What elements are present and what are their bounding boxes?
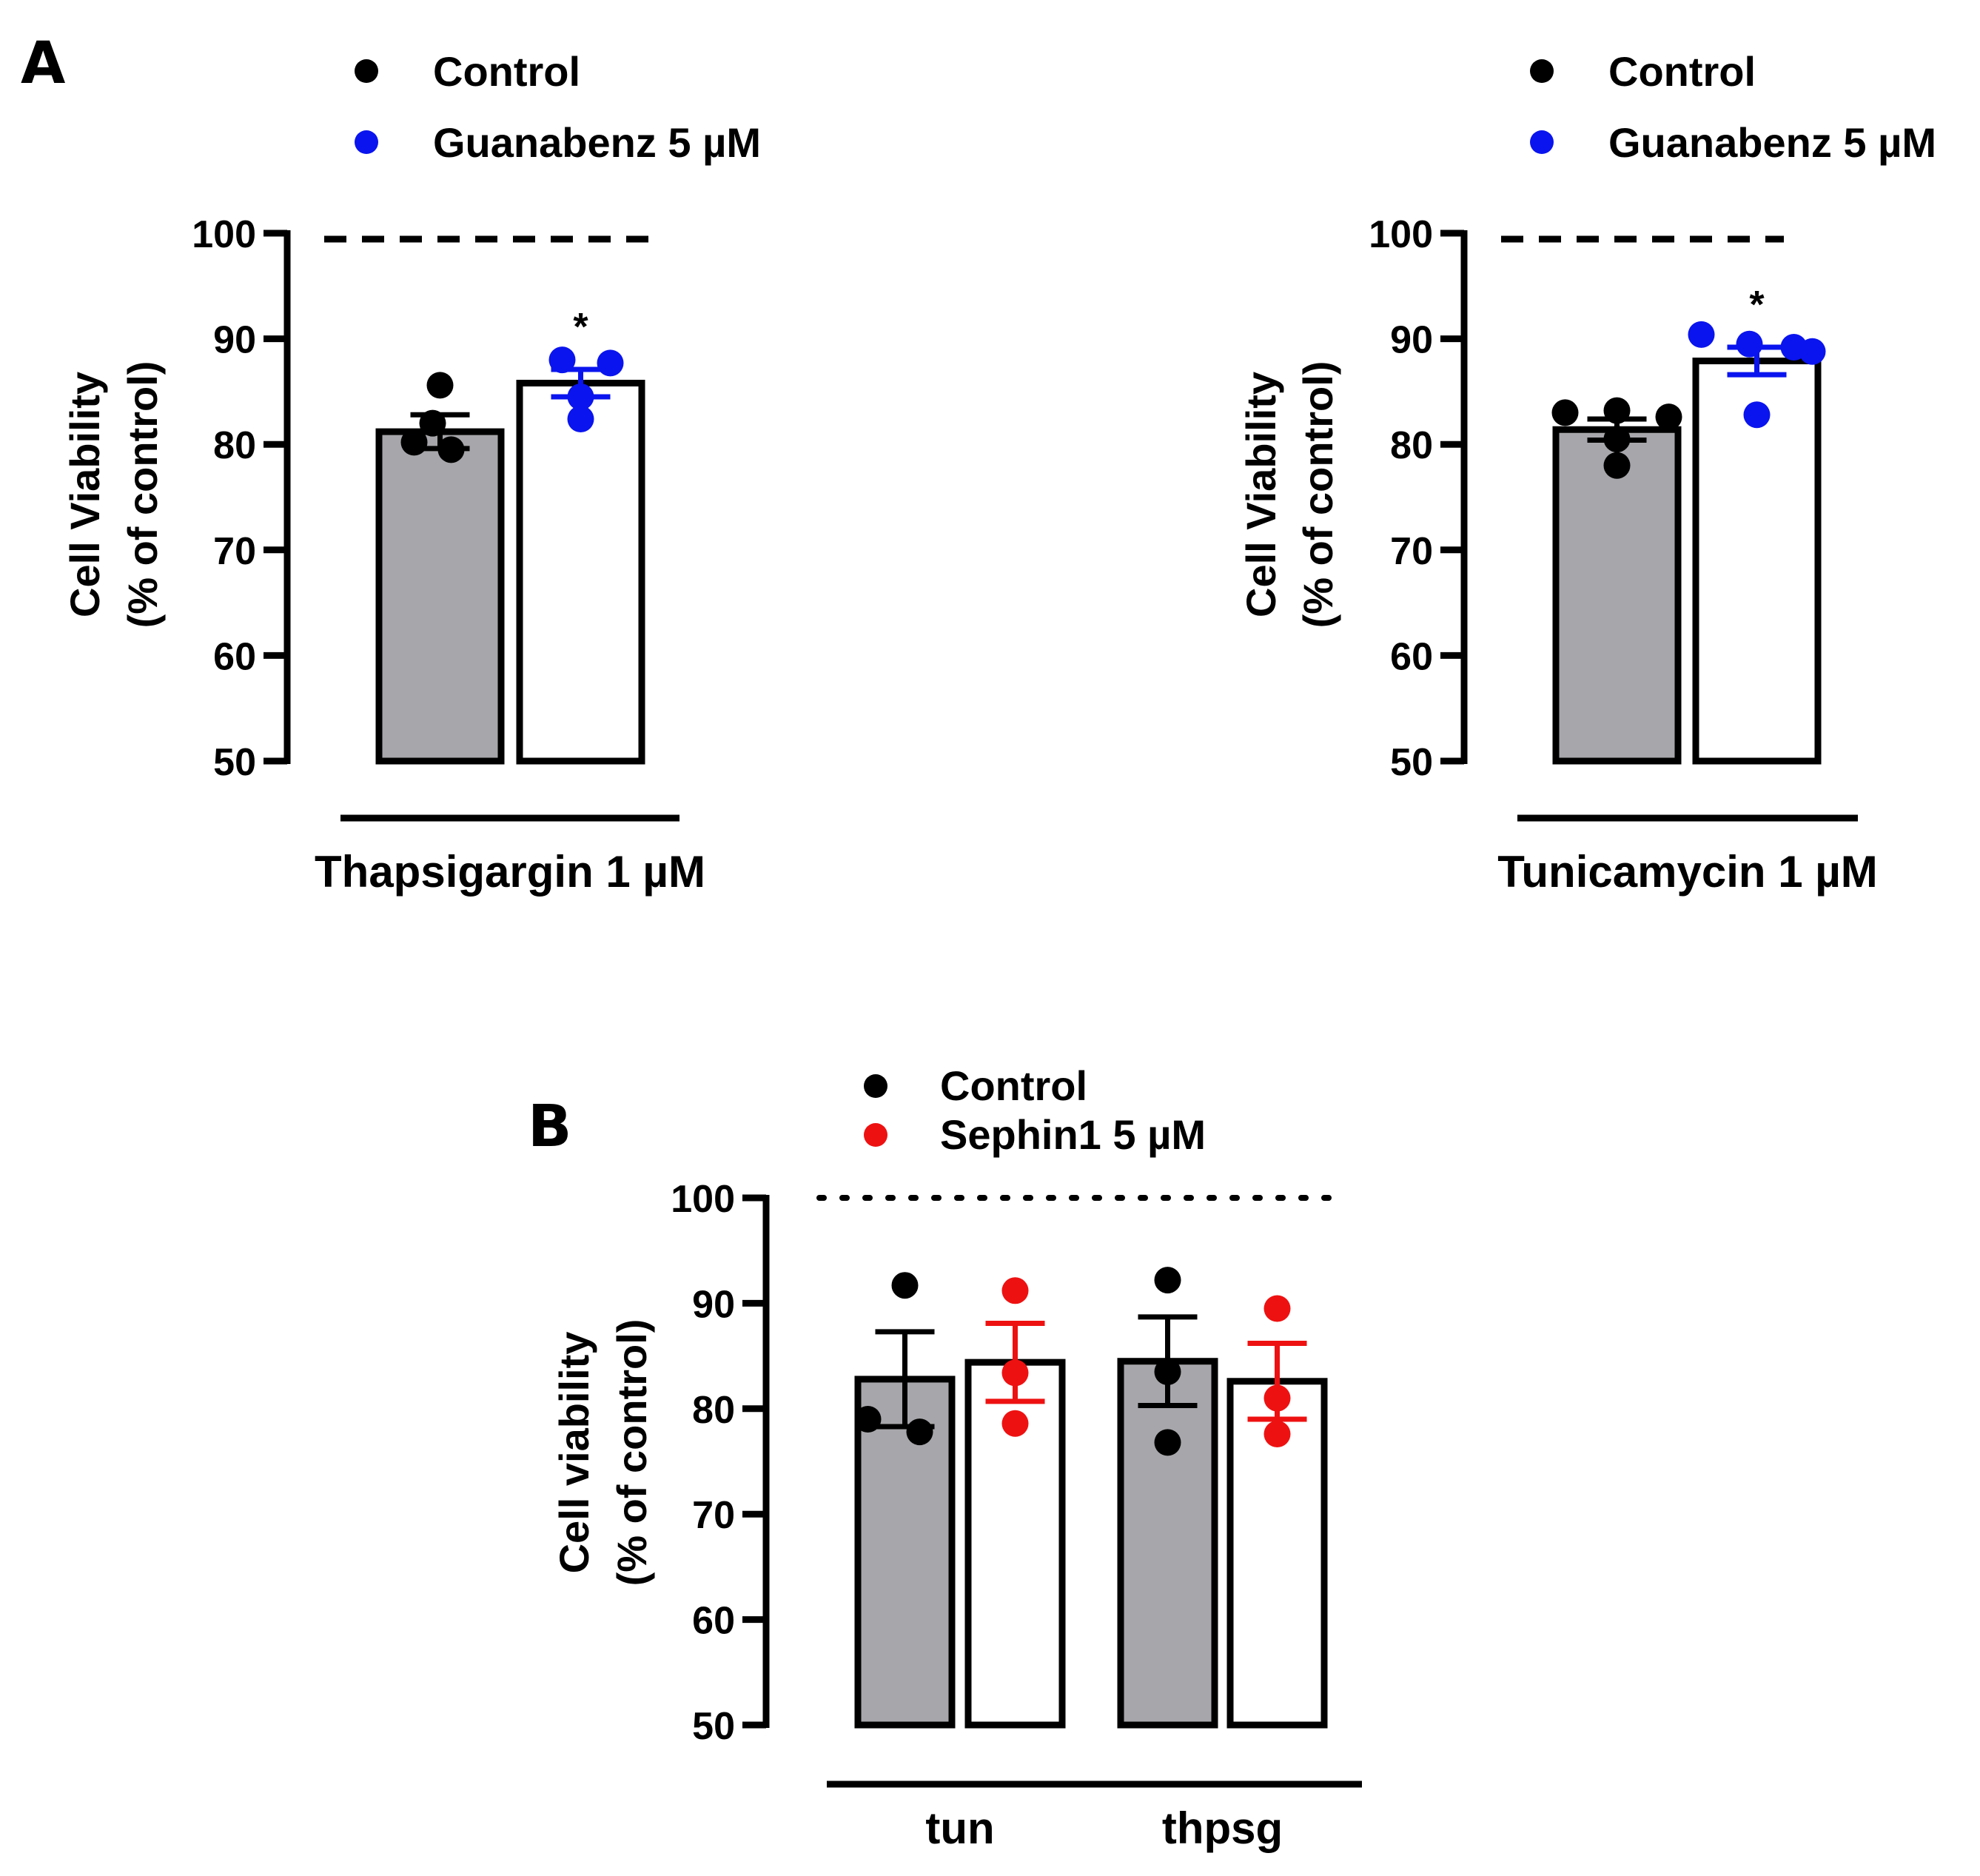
panel-label-b: B <box>528 1093 571 1160</box>
y-tick-label: 50 <box>692 1705 735 1748</box>
bar <box>516 379 645 765</box>
bar <box>375 428 505 765</box>
y-tick-label: 50 <box>1390 741 1433 784</box>
y-axis-label: Cell viability <box>551 1332 597 1574</box>
data-point <box>1001 1410 1029 1437</box>
y-tick-label: 70 <box>213 530 256 573</box>
y-axis-label: Cell Viability <box>1238 372 1284 617</box>
y-tick-label: 50 <box>213 741 256 784</box>
y-tick-label: 80 <box>1390 424 1433 467</box>
legend-marker-sephin1 <box>864 1123 887 1147</box>
chart-a-left: Control Guanabenz 5 µM 50 60 70 80 90 100 Cell V… <box>61 48 761 897</box>
y-tick-label: 100 <box>1369 213 1433 256</box>
legend-marker-guanabenz <box>355 130 378 154</box>
y-tick-label: 100 <box>671 1178 735 1221</box>
legend-label-sephin1: Sephin1 5 µM <box>940 1111 1206 1158</box>
legend-marker-guanabenz <box>1530 130 1554 154</box>
y-tick-label: 90 <box>692 1283 735 1326</box>
legend-label-control: Control <box>940 1062 1087 1109</box>
y-tick-label: 70 <box>1390 530 1433 573</box>
y-tick-label: 100 <box>192 213 256 256</box>
legend-marker-control <box>864 1074 887 1098</box>
y-axis-label: (% of control) <box>1295 361 1341 629</box>
legend-label-control: Control <box>433 48 580 95</box>
bar <box>1117 1358 1218 1729</box>
data-point <box>1799 338 1826 365</box>
y-axis-label: (% of control) <box>119 361 166 629</box>
data-point <box>548 346 576 374</box>
y-tick-label: 60 <box>213 635 256 678</box>
y-axis-label: Cell Viability <box>61 372 108 617</box>
legend-label-guanabenz: Guanabenz 5 µM <box>433 119 761 166</box>
bar <box>1552 426 1682 765</box>
y-tick-label: 90 <box>1390 319 1433 362</box>
data-point <box>1551 399 1579 426</box>
y-tick-label: 60 <box>1390 635 1433 678</box>
data-point <box>1655 403 1682 431</box>
legend-marker-control <box>1530 59 1554 83</box>
legend-marker-control <box>355 59 378 83</box>
legend-label-guanabenz: Guanabenz 5 µM <box>1608 119 1936 166</box>
data-point <box>1603 452 1631 479</box>
bar <box>854 1376 956 1729</box>
data-point <box>1154 1267 1181 1294</box>
significance-marker: * <box>1749 284 1765 326</box>
data-point <box>891 1272 919 1299</box>
data-point <box>597 349 624 377</box>
y-tick-label: 80 <box>692 1389 735 1432</box>
y-tick-label: 70 <box>692 1494 735 1537</box>
data-point <box>567 405 594 432</box>
y-tick-label: 90 <box>213 319 256 362</box>
data-point <box>906 1418 933 1446</box>
chart-a-right: Control Guanabenz 5 µM 50 60 70 80 90 100 Cell V… <box>1238 48 1936 897</box>
significance-marker: * <box>573 306 588 349</box>
data-point <box>1743 401 1771 429</box>
data-point <box>1263 1420 1291 1447</box>
legend-label-control: Control <box>1608 48 1756 95</box>
y-tick-label: 80 <box>213 424 256 467</box>
data-point <box>400 429 428 456</box>
y-axis-label: (% of control) <box>608 1319 655 1587</box>
panel-label-a: A <box>21 30 65 97</box>
group-label: Thapsigargin 1 µM <box>315 847 705 897</box>
data-point <box>1263 1295 1291 1322</box>
data-point <box>854 1406 882 1433</box>
group-label: Tunicamycin 1 µM <box>1497 847 1878 897</box>
data-point <box>1154 1429 1181 1456</box>
y-tick-label: 60 <box>692 1600 735 1643</box>
category-label: thpsg <box>1162 1803 1283 1853</box>
category-label: tun <box>925 1803 994 1853</box>
data-point <box>426 372 454 399</box>
data-point <box>1001 1277 1029 1304</box>
data-point <box>1688 321 1715 348</box>
